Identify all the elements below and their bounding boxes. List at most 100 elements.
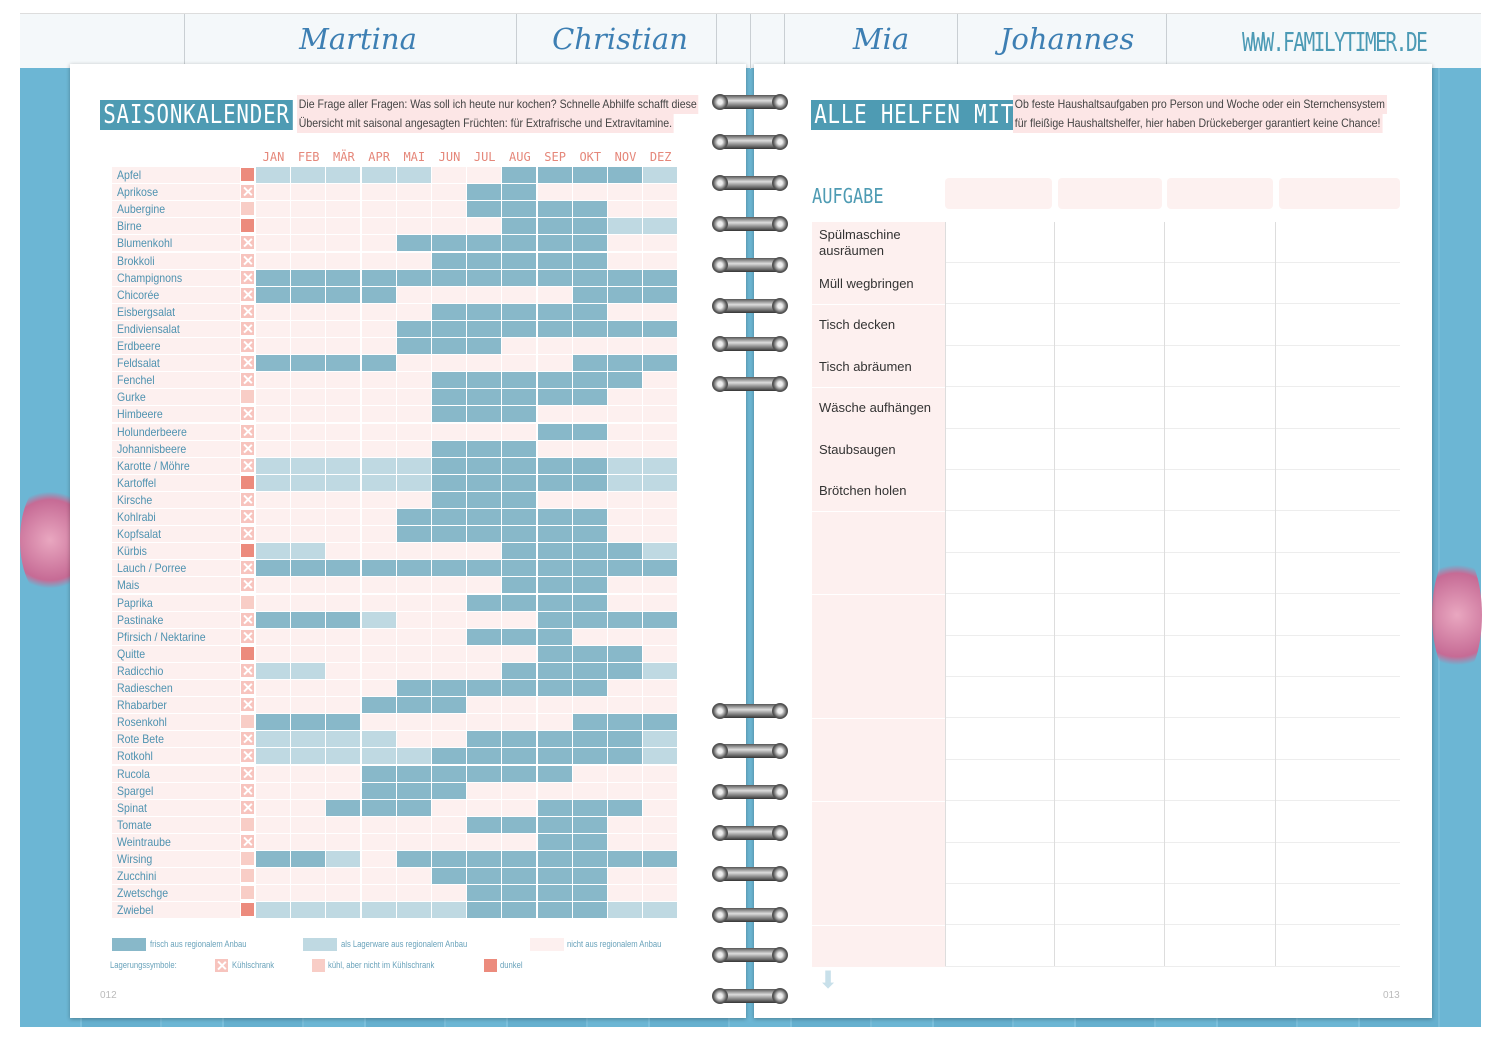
season-cell <box>608 252 642 269</box>
person-header-cell[interactable] <box>1167 178 1273 209</box>
spiral-ring <box>712 175 788 191</box>
season-cell <box>432 491 466 508</box>
task-row[interactable] <box>812 553 1400 595</box>
season-cell <box>502 303 537 320</box>
produce-row: Rosenkohl <box>112 714 678 731</box>
task-row[interactable]: Tisch abräumen <box>812 346 1400 388</box>
legend-dark-label: dunkel <box>500 960 523 970</box>
task-label <box>812 760 945 802</box>
tab-johannes[interactable]: Johannes <box>999 22 1135 56</box>
season-cell <box>467 560 502 577</box>
task-row[interactable] <box>812 760 1400 802</box>
task-row[interactable] <box>812 801 1400 843</box>
season-cell <box>291 491 326 508</box>
task-row[interactable] <box>812 677 1400 719</box>
season-cell <box>432 338 466 354</box>
season-cell <box>326 355 361 372</box>
task-row[interactable] <box>812 884 1400 926</box>
season-cell <box>572 765 607 782</box>
season-cell <box>256 491 290 508</box>
season-cell <box>326 543 361 560</box>
season-cell <box>396 731 431 748</box>
produce-row: Erdbeere <box>112 338 678 355</box>
season-cell <box>572 491 607 508</box>
tab-christian[interactable]: Christian <box>552 22 688 56</box>
task-row[interactable] <box>812 511 1400 553</box>
season-cell <box>537 320 572 337</box>
tab-mia[interactable]: Mia <box>852 22 910 56</box>
spiral-ring <box>712 825 788 841</box>
task-row[interactable] <box>812 594 1400 636</box>
season-cell <box>608 269 642 286</box>
season-cell <box>291 286 326 303</box>
season-cell <box>502 372 537 389</box>
dark-icon <box>241 646 254 660</box>
produce-row: Brokkoli <box>112 252 678 270</box>
season-cell <box>432 697 466 714</box>
season-cell <box>467 577 502 594</box>
task-row[interactable]: Müll wegbringen <box>812 263 1400 305</box>
season-cell <box>432 286 466 303</box>
task-row[interactable]: Staubsaugen <box>812 429 1400 470</box>
task-row[interactable]: Wäsche aufhängen <box>812 387 1400 429</box>
produce-row: Lauch / Porree <box>112 560 678 577</box>
season-cell <box>643 833 678 850</box>
task-row[interactable] <box>812 636 1400 677</box>
season-cell <box>502 868 537 885</box>
season-cell <box>326 303 361 320</box>
person-header-cell[interactable] <box>1058 178 1162 209</box>
season-cell <box>643 748 678 765</box>
dark-icon <box>241 475 254 489</box>
season-cell <box>572 389 607 406</box>
task-row[interactable] <box>812 843 1400 884</box>
produce-row: Apfel <box>112 167 678 184</box>
task-row[interactable] <box>812 718 1400 760</box>
season-cell <box>396 543 431 560</box>
season-cell <box>361 560 396 577</box>
season-cell <box>502 662 537 679</box>
dark-icon <box>241 903 254 917</box>
season-cell <box>502 731 537 748</box>
task-row[interactable]: Spülmaschine ausräumen <box>812 222 1400 263</box>
produce-name: Tomate <box>112 816 240 833</box>
season-cell <box>396 355 431 372</box>
task-row[interactable]: Tisch decken <box>812 304 1400 346</box>
tab-martina[interactable]: Martina <box>299 22 417 56</box>
produce-row: Pastinake <box>112 611 678 629</box>
season-cell <box>396 645 431 662</box>
season-cell <box>291 474 326 491</box>
season-cell <box>396 372 431 389</box>
month-label: MÄR <box>333 150 355 164</box>
produce-name: Kopfsalat <box>112 526 240 543</box>
person-header-cell[interactable] <box>1279 178 1400 209</box>
season-cell <box>326 782 361 799</box>
season-cell <box>572 577 607 594</box>
fridge-icon <box>241 270 254 284</box>
dark-icon <box>241 168 254 181</box>
fridge-icon <box>215 959 228 972</box>
spiral-ring <box>712 336 788 352</box>
season-cell <box>572 474 607 491</box>
season-cell <box>256 731 290 748</box>
season-cell <box>502 355 537 372</box>
season-cell <box>502 748 537 765</box>
produce-row: Spargel <box>112 782 678 800</box>
season-cell <box>643 816 678 833</box>
task-label: Spülmaschine ausräumen <box>812 222 945 263</box>
produce-row: Gurke <box>112 389 678 406</box>
season-cell <box>537 662 572 679</box>
fridge-icon <box>241 681 254 694</box>
season-cell <box>326 235 361 252</box>
person-header-cell[interactable] <box>945 178 1052 209</box>
season-cell <box>608 833 642 850</box>
task-row[interactable] <box>812 925 1400 967</box>
season-cell <box>361 697 396 714</box>
season-cell <box>361 680 396 696</box>
season-cell <box>361 218 396 235</box>
season-cell <box>537 406 572 423</box>
season-cell <box>467 833 502 850</box>
task-row[interactable]: Brötchen holen <box>812 470 1400 512</box>
season-cell <box>467 269 502 286</box>
produce-row: Kürbis <box>112 543 678 560</box>
season-cell <box>432 526 466 543</box>
